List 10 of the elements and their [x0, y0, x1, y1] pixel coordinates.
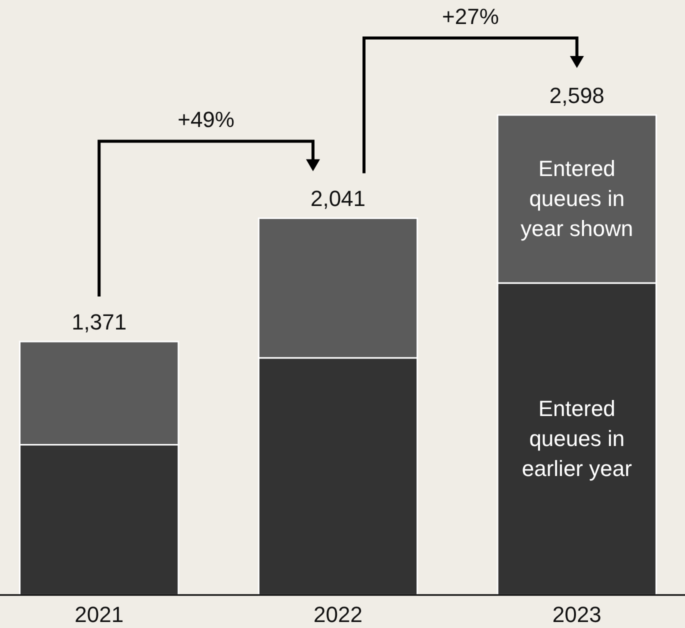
x-tick-label: 2022 [314, 602, 362, 627]
annotation: 2,041 [310, 186, 366, 212]
annotation: +49% [178, 107, 234, 132]
x-tick-label: 2021 [74, 602, 124, 627]
series-label: Entered queues in year shown [520, 156, 634, 241]
text: +27% [442, 4, 499, 29]
annotation: 1,371 [72, 310, 127, 335]
x-tick-label: 2023 [552, 602, 602, 627]
annotation: 2,598 [549, 83, 604, 108]
series-label: Entered queues in earlier year [522, 396, 632, 481]
